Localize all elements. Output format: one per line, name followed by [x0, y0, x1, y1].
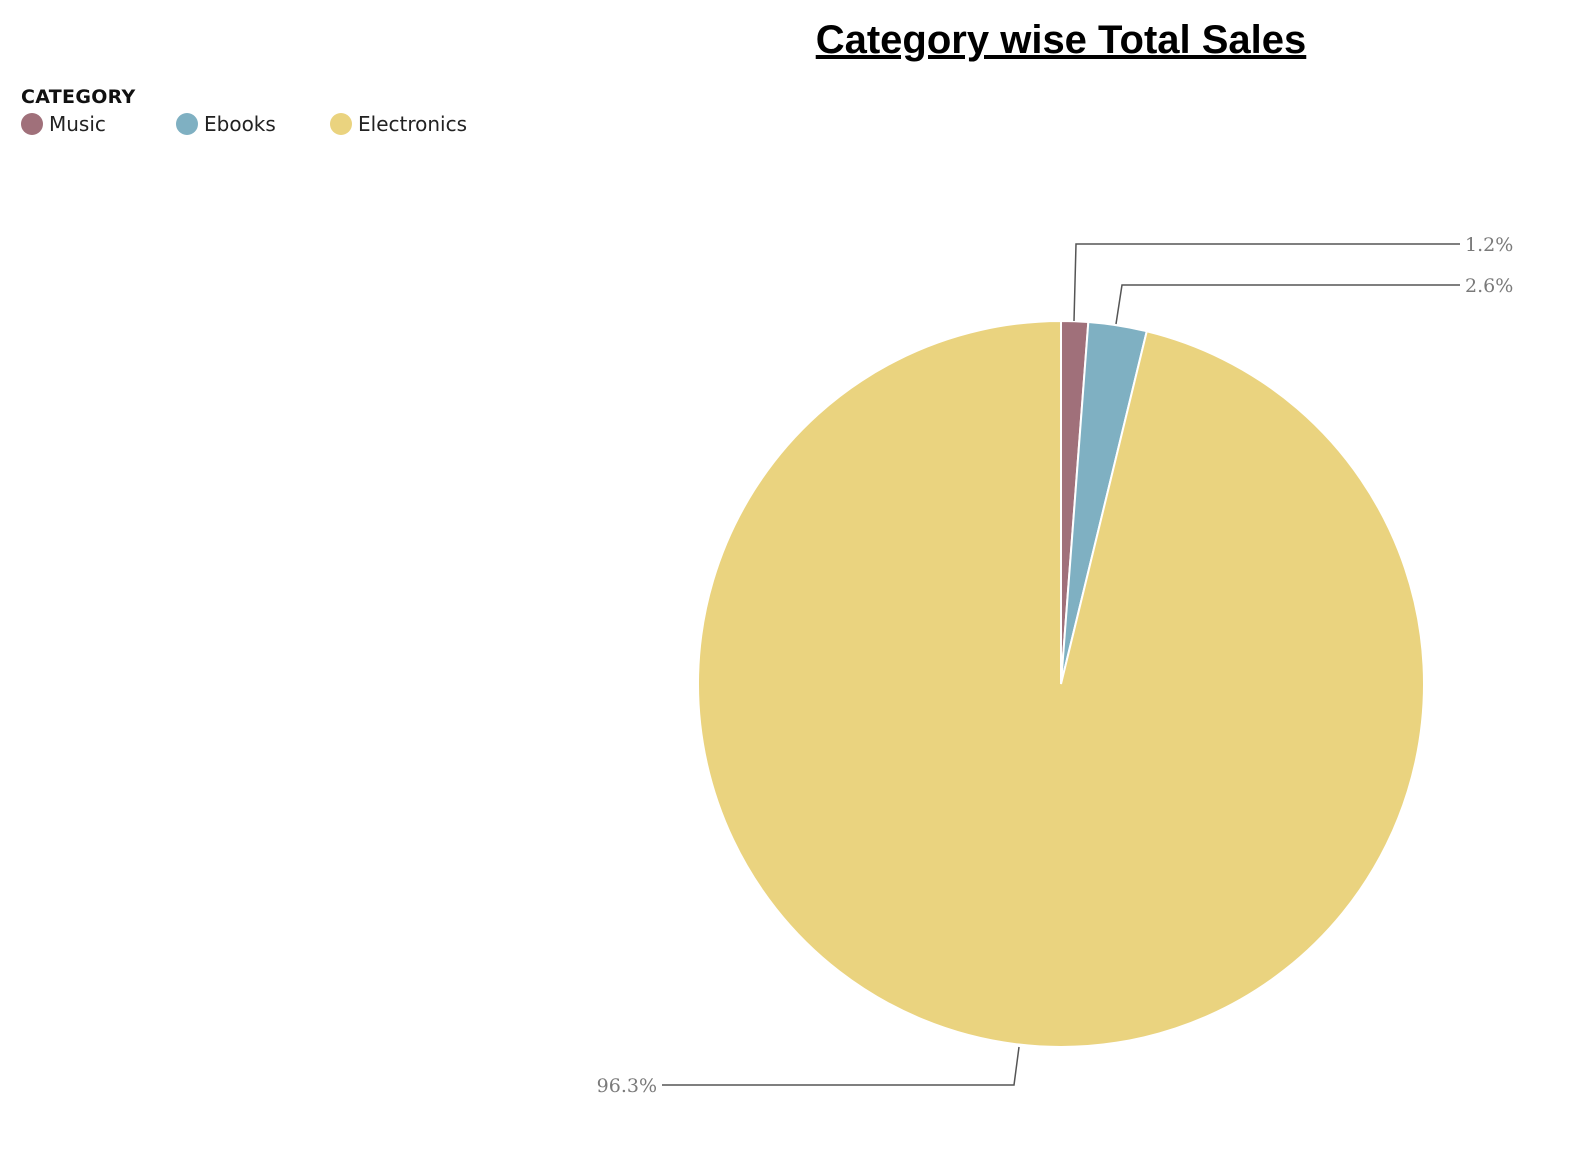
leader-line-electronics	[662, 1046, 1020, 1086]
legend-title: CATEGORY	[21, 86, 136, 108]
legend: CATEGORY Music Ebooks Electronics	[21, 86, 467, 136]
legend-item-electronics[interactable]: Electronics	[330, 112, 467, 136]
chart-title: Category wise Total Sales	[815, 18, 1307, 62]
legend-label-ebooks: Ebooks	[204, 112, 276, 136]
pie-slice-electronics[interactable]	[697, 319, 1425, 1048]
legend-item-ebooks[interactable]: Ebooks	[176, 112, 330, 136]
data-label-electronics: 96.3%	[597, 1075, 657, 1097]
legend-swatch-electronics	[330, 113, 352, 135]
legend-swatch-music	[21, 113, 43, 135]
legend-swatch-ebooks	[176, 113, 198, 135]
data-label-ebooks: 2.6%	[1465, 275, 1513, 297]
legend-label-electronics: Electronics	[358, 112, 468, 136]
data-label-music: 1.2%	[1465, 234, 1513, 256]
legend-item-music[interactable]: Music	[21, 112, 176, 136]
legend-label-music: Music	[49, 112, 106, 136]
leader-line-music	[1073, 243, 1460, 322]
leader-line-ebooks	[1115, 284, 1460, 325]
